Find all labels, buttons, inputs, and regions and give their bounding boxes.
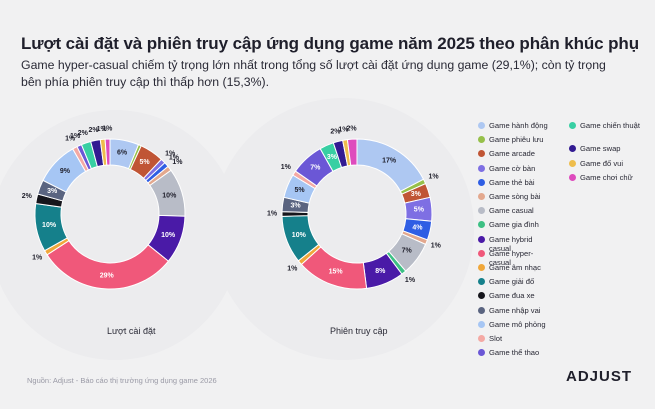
legend-label: Game âm nhạc [489, 263, 541, 272]
slice-label: 5% [294, 187, 305, 194]
legend-swatch [478, 320, 485, 328]
legend-swatch [478, 292, 485, 300]
slice-label: 15% [329, 269, 344, 276]
slice-label: 5% [414, 207, 425, 214]
donut-slice [104, 138, 111, 166]
slice-label: 1% [429, 174, 440, 181]
legend-label: Game hybrid casual [489, 234, 533, 253]
slice-label: 1% [97, 126, 108, 133]
legend-swatch [478, 150, 485, 158]
slice-label: 29% [100, 272, 115, 279]
legend-label: Game giải đố [489, 277, 535, 287]
slice-label: 1% [32, 254, 43, 261]
legend-label: Game thẻ bài [489, 177, 535, 187]
legend-swatch [478, 335, 485, 342]
donut-slice [356, 138, 425, 193]
slice-label: 2% [330, 128, 341, 135]
legend-label: Game đua xe [489, 291, 535, 301]
legend-swatch [569, 159, 576, 167]
legend-label: Game chiến thuật [580, 121, 640, 130]
legend-label: Game thể thao [489, 348, 540, 358]
legend-label: Game đố vui [580, 158, 624, 168]
legend-label: Game cờ bàn [489, 163, 536, 173]
chart-title: Lượt cài đặt và phiên truy cập ứng dụng … [21, 34, 639, 53]
legend-label: Game swap [580, 144, 621, 154]
legend-swatch [478, 207, 485, 215]
slice-label: 1% [169, 155, 180, 162]
slice-label: 7% [402, 248, 413, 255]
legend-swatch [478, 264, 485, 271]
legend-label: Game casual [489, 206, 534, 216]
slice-label: 2% [346, 126, 357, 133]
legend-swatch [478, 235, 485, 243]
slice-label: 8% [375, 268, 386, 275]
slice-label: 10% [161, 232, 176, 239]
legend-label: Game sòng bài [489, 192, 541, 201]
slice-label: 1% [70, 133, 81, 140]
legend-swatch [478, 164, 485, 172]
slice-label: 1% [267, 211, 278, 218]
slice-label: 10% [292, 232, 307, 239]
slice-label: 1% [281, 164, 292, 171]
legend-swatch [478, 249, 485, 257]
slice-label: 5% [140, 159, 151, 166]
slice-label: 9% [60, 168, 71, 175]
brand-logo: ADJUST [566, 368, 633, 385]
legend-swatch [478, 178, 485, 186]
slice-label: 1% [431, 242, 442, 249]
legend-swatch [569, 122, 576, 129]
slice-label: 1% [165, 150, 176, 157]
legend-label: Game hyper-casual [489, 248, 534, 267]
donut-sessions: 17% 1% 3% 5% 4% 1% 7% 1% 8% 15% 1% 10% 1% 3% 5% 1% 7% 3% 2… [267, 126, 442, 290]
legend-swatch [478, 193, 485, 200]
slice-label: 1% [405, 277, 416, 284]
slice-label: 1% [65, 135, 76, 142]
legend-label: Game arcade [489, 149, 536, 159]
legend-label: Game gia đình [489, 220, 539, 230]
slice-label: 3% [327, 154, 338, 161]
legend-swatch [478, 349, 485, 357]
legend-swatch [478, 122, 485, 129]
legend-swatch [569, 145, 576, 153]
legend-swatch [478, 306, 485, 314]
slice-label: 3% [47, 188, 58, 195]
slice-label: 10% [42, 222, 57, 229]
slice-label: 4% [412, 224, 423, 231]
slice-label: 2% [78, 130, 89, 137]
caption-sessions: Phiên truy cập [330, 326, 388, 336]
slice-label: 1% [102, 126, 113, 133]
slice-label: 7% [310, 165, 321, 172]
legend-label: Game phiêu lưu [489, 135, 544, 145]
legend-swatch [569, 173, 576, 181]
legend-label: Slot [489, 334, 503, 343]
donut-installs: 6%5%1%1%1%10%10%29%1%10%2%3%9%1%1%2% 2%1%… [22, 126, 186, 290]
slice-label: 2% [88, 127, 99, 134]
legend: Game hành động Game phiêu lưu Game arcade G… [478, 121, 648, 357]
slice-label: 6% [117, 150, 128, 157]
slice-label: 17% [382, 157, 397, 164]
slice-label: 2% [22, 193, 33, 200]
legend-swatch [478, 278, 485, 286]
legend-label: Game mô phỏng [489, 319, 546, 329]
slice-label: 10% [162, 192, 177, 199]
source-note: Nguồn: Adjust - Báo cáo thị trường ứng d… [27, 376, 217, 385]
chart-subtitle: Game hyper-casual chiếm tỷ trọng lớn nhấ… [21, 58, 606, 89]
legend-label: Game nhập vai [489, 305, 541, 315]
donut-slice [46, 239, 170, 290]
caption-installs: Lượt cài đặt [107, 326, 156, 336]
slice-label: 1% [172, 159, 183, 166]
donut-slice [346, 138, 358, 166]
legend-label: Game chơi chữ [580, 172, 633, 182]
legend-swatch [478, 136, 485, 144]
slice-label: 3% [290, 203, 301, 210]
slice-label: 3% [411, 191, 422, 198]
legend-swatch [478, 221, 485, 229]
legend-label: Game hành động [489, 121, 548, 130]
slice-label: 1% [287, 266, 298, 273]
slice-label: 1% [338, 127, 349, 134]
